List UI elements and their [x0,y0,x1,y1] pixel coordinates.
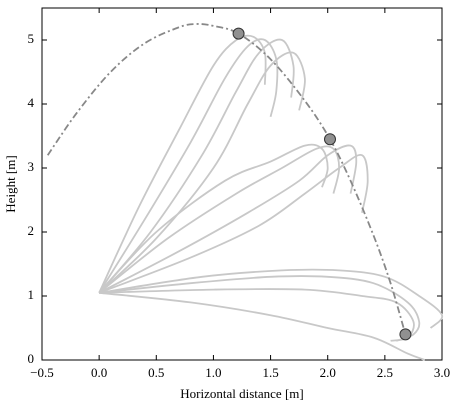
line [98,34,267,294]
line [98,144,358,294]
y-tick-label: 5 [28,31,35,46]
line [99,291,426,361]
x-tick-label: 2.5 [377,365,393,380]
line [98,38,295,294]
line [99,275,421,342]
y-tick-label: 1 [28,287,35,302]
line [98,153,369,294]
x-tick-label: 3.0 [434,365,450,380]
y-tick-label: 3 [28,159,35,174]
x-axis-label: Horizontal distance [m] [180,386,303,401]
x-tick-label: 0.0 [91,365,107,380]
x-tick-label: 2.0 [320,365,336,380]
marker [399,328,412,341]
line [98,51,306,294]
y-tick-label: 2 [28,223,35,238]
line [99,268,444,329]
x-tick-label: −0.5 [30,365,54,380]
line [98,145,341,294]
y-axis-label: Height [m] [3,155,18,212]
x-tick-label: 1.5 [262,365,278,380]
x-tick-label: 0.5 [148,365,164,380]
y-tick-label: 4 [28,95,35,110]
plot-frame [41,7,443,361]
marker [324,133,336,146]
y-tick-label: 0 [28,351,35,366]
line [98,38,279,294]
x-tick-label: 1.0 [205,365,221,380]
line [98,143,329,294]
marker [232,27,245,40]
